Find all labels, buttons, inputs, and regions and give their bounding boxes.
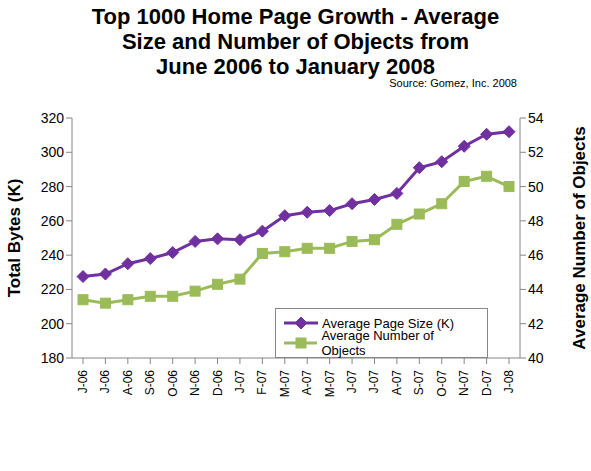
svg-text:J-07: J-07 [367,370,381,394]
svg-text:Total Bytes (K): Total Bytes (K) [8,179,24,298]
svg-text:A-06: A-06 [121,370,135,396]
html-text:Average Number of Objects: Average Number of Objects [321,328,434,358]
svg-text:46: 46 [528,247,544,263]
svg-text:260: 260 [41,213,65,229]
html-text:Average Page Size (K): Average Page Size (K) [322,315,454,331]
svg-text:44: 44 [528,281,544,297]
svg-text:200: 200 [41,316,65,332]
svg-text:54: 54 [528,110,544,126]
svg-text:J-07: J-07 [233,370,247,394]
svg-text:O-06: O-06 [166,370,180,397]
svg-text:280: 280 [41,179,65,195]
svg-text:300: 300 [41,144,65,160]
svg-text:M-07: M-07 [278,370,292,398]
svg-text:D-06: D-06 [211,370,225,396]
svg-text:S-06: S-06 [143,370,157,396]
svg-text:50: 50 [528,179,544,195]
svg-text:52: 52 [528,144,544,160]
svg-text:J-06: J-06 [98,370,112,394]
svg-text:240: 240 [41,247,65,263]
svg-text:220: 220 [41,281,65,297]
svg-text:Average Number of Objects: Average Number of Objects [570,126,583,349]
svg-text:J-06: J-06 [76,370,90,394]
html-text:Top 1000 Home Page Growth - Av: Top 1000 Home Page Growth - Average Size… [91,4,500,79]
svg-text:42: 42 [528,316,544,332]
svg-text:320: 320 [41,110,65,126]
svg-text:S-07: S-07 [412,370,426,396]
html-text:Source: Gomez, Inc. 2008: Source: Gomez, Inc. 2008 [389,77,517,89]
svg-text:M-07: M-07 [323,370,337,398]
svg-text:J-07: J-07 [345,370,359,394]
svg-text:180: 180 [41,350,65,366]
svg-text:48: 48 [528,213,544,229]
svg-text:O-07: O-07 [435,370,449,397]
svg-text:D-07: D-07 [480,370,494,396]
svg-text:A-07: A-07 [300,370,314,396]
svg-text:N-07: N-07 [457,370,471,396]
svg-text:J-08: J-08 [502,370,516,394]
svg-text:A-07: A-07 [390,370,404,396]
svg-text:N-06: N-06 [188,370,202,396]
svg-text:F-07: F-07 [255,370,269,395]
svg-text:40: 40 [528,350,544,366]
